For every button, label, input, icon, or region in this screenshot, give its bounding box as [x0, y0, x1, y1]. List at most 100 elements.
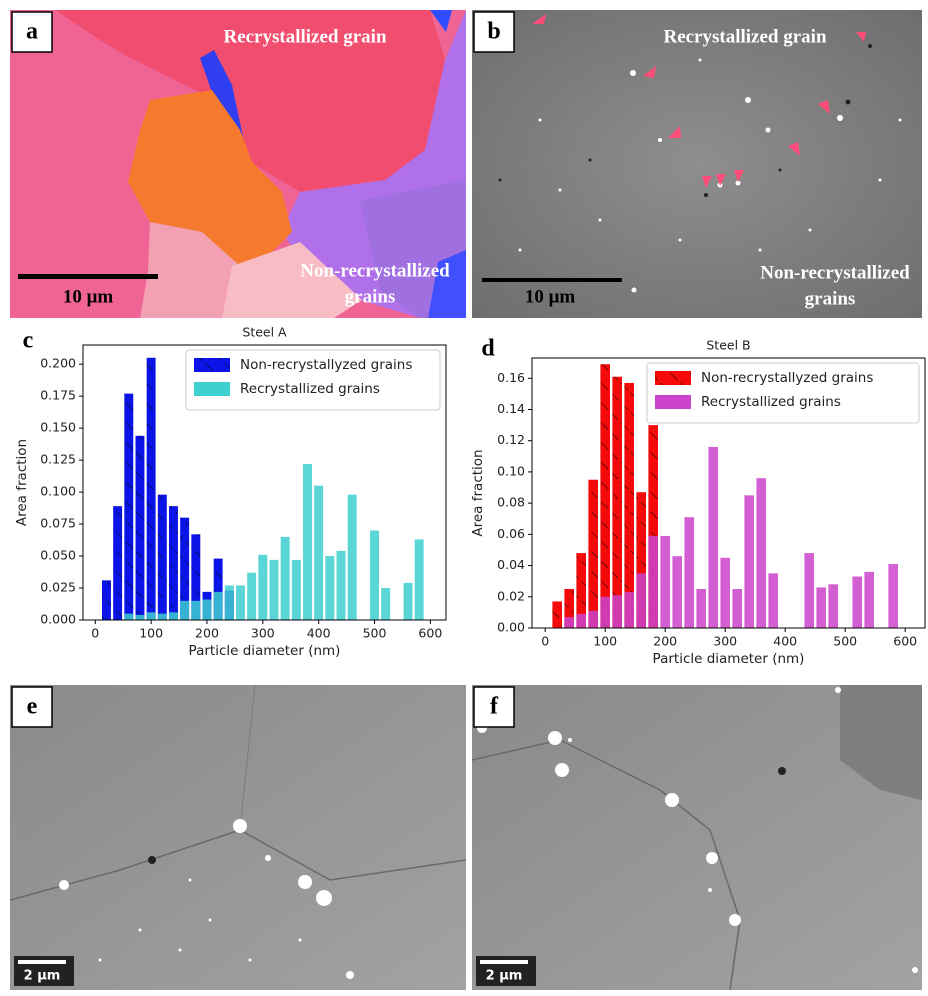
bar	[756, 478, 766, 628]
bar	[576, 614, 586, 628]
x-tick-label: 0	[541, 634, 549, 649]
y-tick-label: 0.02	[497, 588, 525, 603]
y-tick-label: 0.06	[497, 526, 525, 541]
bar	[348, 495, 357, 620]
bar-hatch	[135, 436, 144, 620]
bar	[225, 585, 234, 620]
bar	[744, 495, 754, 628]
y-tick-label: 0.00	[497, 620, 525, 635]
y-tick-label: 0.04	[497, 557, 525, 572]
y-tick-label: 0.12	[497, 432, 525, 447]
legend-swatch	[194, 382, 230, 396]
annotation: Recrystallized grain	[223, 26, 386, 47]
bar	[236, 585, 245, 620]
bar	[191, 601, 200, 620]
y-tick-label: 0.100	[40, 484, 76, 499]
bar	[214, 592, 223, 620]
x-tick-label: 200	[195, 626, 219, 641]
bar	[147, 612, 156, 620]
x-tick-label: 200	[653, 634, 677, 649]
scale-label: 2 μm	[24, 969, 61, 984]
y-tick-label: 0.16	[497, 370, 525, 385]
x-tick-label: 100	[593, 634, 617, 649]
y-tick-label: 0.200	[40, 356, 76, 371]
bar-hatch	[169, 506, 178, 620]
figure: a Recrystallized grain Non-recrystallize…	[0, 0, 928, 996]
legend-swatch	[655, 395, 691, 409]
annotation: Non-recrystallized	[300, 260, 450, 281]
bar	[888, 564, 898, 628]
bar	[684, 517, 694, 628]
bar-hatch	[588, 480, 598, 628]
scale-label: 2 μm	[486, 969, 523, 984]
y-tick-label: 0.175	[40, 388, 76, 403]
bar-hatch	[158, 495, 167, 620]
panel-label: c	[23, 328, 34, 354]
y-tick-label: 0.150	[40, 420, 76, 435]
y-tick-label: 0.050	[40, 548, 76, 563]
bar	[816, 587, 826, 628]
bar	[337, 551, 346, 620]
legend-hatch	[655, 371, 691, 385]
x-tick-label: 300	[713, 634, 737, 649]
bar	[180, 601, 189, 620]
y-tick-label: 0.075	[40, 516, 76, 531]
x-tick-label: 500	[363, 626, 387, 641]
bar	[124, 614, 133, 620]
bar	[660, 536, 670, 628]
x-tick-label: 400	[307, 626, 331, 641]
bar-hatch	[552, 601, 562, 628]
panel-label: a	[26, 19, 38, 45]
bar	[648, 536, 658, 628]
legend-label: Non-recrystallyzed grains	[701, 370, 873, 386]
bar	[720, 558, 730, 628]
bar	[135, 615, 144, 620]
bar	[203, 600, 212, 620]
x-tick-label: 400	[773, 634, 797, 649]
annotation: grains	[345, 286, 396, 307]
x-tick-label: 500	[833, 634, 857, 649]
bar	[325, 556, 334, 620]
y-tick-label: 0.125	[40, 452, 76, 467]
chart-title: Steel B	[706, 338, 750, 353]
y-axis-label: Area fraction	[14, 439, 30, 526]
bar	[303, 464, 312, 620]
y-tick-label: 0.000	[40, 612, 76, 627]
bar	[636, 573, 646, 628]
legend-label: Non-recrystallyzed grains	[240, 357, 412, 373]
x-axis-label: Particle diameter (nm)	[653, 651, 805, 667]
bar	[696, 589, 706, 628]
y-tick-label: 0.14	[497, 401, 525, 416]
bar	[370, 530, 379, 620]
panel-label: e	[27, 694, 38, 720]
bar	[768, 573, 778, 628]
bar	[828, 584, 838, 628]
bar	[804, 553, 814, 628]
x-tick-label: 100	[139, 626, 163, 641]
y-tick-label: 0.08	[497, 495, 525, 510]
bar	[404, 583, 413, 620]
x-tick-label: 300	[251, 626, 275, 641]
scale-label: 10 μm	[525, 286, 576, 307]
bar	[258, 555, 267, 620]
bar-hatch	[600, 364, 610, 628]
chart-title: Steel A	[242, 325, 287, 340]
panel-f-image	[472, 685, 922, 990]
bar	[732, 589, 742, 628]
y-tick-label: 0.025	[40, 580, 76, 595]
bar	[381, 588, 390, 620]
bar	[281, 537, 290, 620]
annotation: grains	[805, 288, 856, 309]
scale-label: 10 μm	[63, 286, 114, 307]
bar	[158, 614, 167, 620]
bar-hatch	[147, 358, 156, 620]
x-axis-label: Particle diameter (nm)	[189, 643, 341, 659]
legend-label: Recrystallized grains	[701, 394, 841, 410]
panel-e-image	[10, 685, 466, 990]
bar	[247, 573, 256, 620]
legend-label: Recrystallized grains	[240, 381, 380, 397]
y-axis-label: Area fraction	[470, 449, 486, 536]
bar-hatch	[102, 580, 111, 620]
bar	[292, 560, 301, 620]
bar	[415, 539, 424, 620]
